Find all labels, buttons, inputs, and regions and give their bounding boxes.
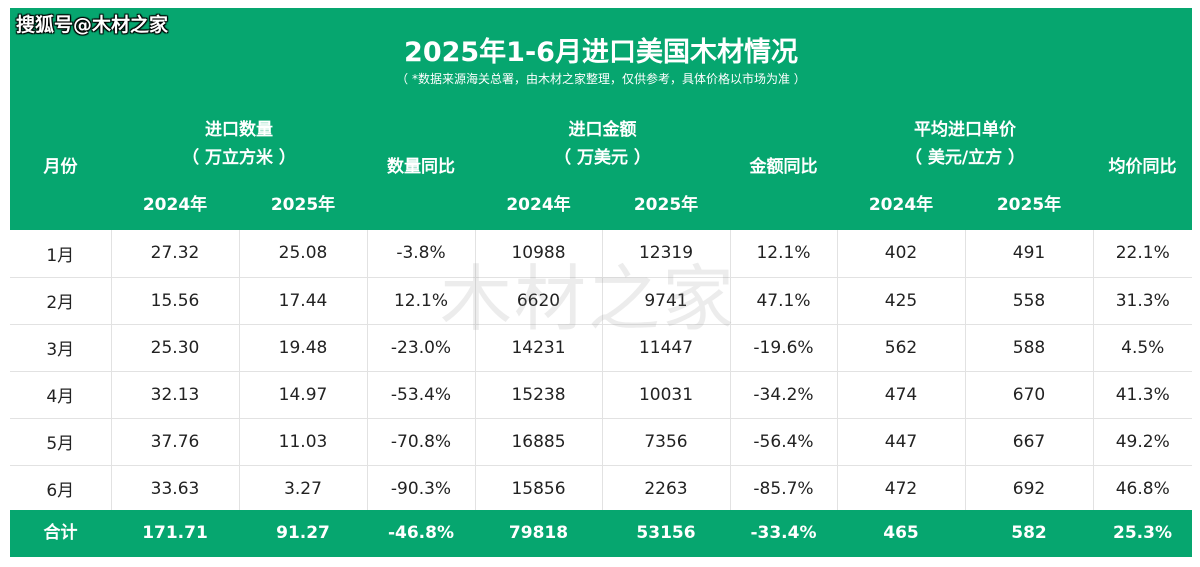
header-qty-2024: 2024年 (142, 195, 208, 215)
cell-amt-2025: 7356 (602, 418, 731, 466)
corner-watermark: 搜狐号@木材之家 (16, 14, 169, 36)
header-amt-group: 进口金额 (568, 120, 637, 140)
cell-price-2024: 402 (837, 230, 966, 278)
cell-price-2025: 491 (965, 230, 1094, 278)
cell-price-2025: 558 (965, 277, 1094, 325)
header-price-2024: 2024年 (868, 195, 934, 215)
cell-month: 4月 (10, 371, 112, 419)
total-qty-yoy: -46.8% (387, 523, 455, 543)
header-amt-2025: 2025年 (633, 195, 699, 215)
data-table: 1月 27.32 25.08 -3.8% 10988 12319 12.1% 4… (10, 230, 1192, 513)
cell-price-yoy: 46.8% (1093, 465, 1192, 513)
cell-amt-2025: 2263 (602, 465, 731, 513)
cell-qty-yoy: -70.8% (367, 418, 476, 466)
total-qty-2025: 91.27 (276, 523, 330, 543)
cell-price-yoy: 4.5% (1093, 324, 1192, 372)
cell-price-yoy: 31.3% (1093, 277, 1192, 325)
cell-price-yoy: 41.3% (1093, 371, 1192, 419)
cell-month: 5月 (10, 418, 112, 466)
cell-qty-2024: 25.30 (111, 324, 240, 372)
cell-amt-2025: 10031 (602, 371, 731, 419)
cell-price-2025: 667 (965, 418, 1094, 466)
table-row: 3月 25.30 19.48 -23.0% 14231 11447 -19.6%… (10, 324, 1192, 372)
cell-amt-2024: 14231 (475, 324, 603, 372)
cell-price-2025: 670 (965, 371, 1094, 419)
cell-month: 3月 (10, 324, 112, 372)
cell-qty-2025: 14.97 (239, 371, 368, 419)
page-subtitle: （ *数据来源海关总署，由木材之家整理，仅供参考，具体价格以市场为准 ） (396, 72, 806, 86)
header-amt-2024: 2024年 (506, 195, 571, 215)
cell-qty-yoy: -53.4% (367, 371, 476, 419)
total-row: 合计 171.71 91.27 -46.8% 79818 53156 -33.4… (10, 510, 1192, 557)
table-row: 6月 33.63 3.27 -90.3% 15856 2263 -85.7% 4… (10, 465, 1192, 513)
cell-qty-yoy: 12.1% (367, 277, 476, 325)
cell-price-2025: 692 (965, 465, 1094, 513)
cell-price-2024: 474 (837, 371, 966, 419)
cell-amt-yoy: -85.7% (730, 465, 838, 513)
total-price-2025: 582 (1011, 523, 1047, 543)
cell-price-yoy: 49.2% (1093, 418, 1192, 466)
cell-amt-yoy: 47.1% (730, 277, 838, 325)
cell-amt-2025: 11447 (602, 324, 731, 372)
total-amt-2024: 79818 (508, 523, 569, 543)
cell-qty-yoy: -23.0% (367, 324, 476, 372)
total-amt-yoy: -33.4% (750, 523, 817, 543)
cell-qty-2025: 3.27 (239, 465, 368, 513)
cell-month: 2月 (10, 277, 112, 325)
cell-price-yoy: 22.1% (1093, 230, 1192, 278)
cell-month: 1月 (10, 230, 112, 278)
cell-qty-yoy: -3.8% (367, 230, 476, 278)
cell-month: 6月 (10, 465, 112, 513)
cell-qty-2025: 11.03 (239, 418, 368, 466)
cell-amt-yoy: -56.4% (730, 418, 838, 466)
cell-amt-2024: 15856 (475, 465, 603, 513)
cell-amt-yoy: -19.6% (730, 324, 838, 372)
cell-amt-yoy: -34.2% (730, 371, 838, 419)
cell-qty-2024: 33.63 (111, 465, 240, 513)
cell-amt-2025: 12319 (602, 230, 731, 278)
cell-amt-2024: 16885 (475, 418, 603, 466)
cell-amt-2024: 15238 (475, 371, 603, 419)
header-qty-unit: （ 万立方米 ） (182, 148, 296, 168)
cell-price-2024: 425 (837, 277, 966, 325)
header-qty-2025: 2025年 (270, 195, 336, 215)
table-row: 1月 27.32 25.08 -3.8% 10988 12319 12.1% 4… (10, 230, 1192, 278)
table-row: 5月 37.76 11.03 -70.8% 16885 7356 -56.4% … (10, 418, 1192, 466)
cell-amt-2025: 9741 (602, 277, 731, 325)
total-amt-2025: 53156 (636, 523, 696, 543)
cell-amt-yoy: 12.1% (730, 230, 838, 278)
cell-qty-2024: 27.32 (111, 230, 240, 278)
cell-price-2024: 472 (837, 465, 966, 513)
cell-qty-yoy: -90.3% (367, 465, 476, 513)
cell-qty-2024: 32.13 (111, 371, 240, 419)
cell-qty-2025: 17.44 (239, 277, 368, 325)
header-price-yoy: 均价同比 (1108, 157, 1177, 177)
cell-amt-2024: 6620 (475, 277, 603, 325)
header-price-2025: 2025年 (996, 195, 1062, 215)
cell-price-2024: 562 (837, 324, 966, 372)
total-price-yoy: 25.3% (1113, 523, 1172, 543)
page-title: 2025年1-6月进口美国木材情况 (404, 37, 798, 68)
cell-price-2024: 447 (837, 418, 966, 466)
header-qty-yoy: 数量同比 (387, 157, 455, 177)
header-price-unit: （ 美元/立方 ） (904, 148, 1026, 168)
header-amt-unit: （ 万美元 ） (554, 148, 651, 168)
cell-qty-2025: 25.08 (239, 230, 368, 278)
header-month: 月份 (43, 157, 78, 177)
total-label: 合计 (43, 523, 78, 543)
header-qty-group: 进口数量 (205, 120, 273, 140)
cell-amt-2024: 10988 (475, 230, 603, 278)
table-row: 4月 32.13 14.97 -53.4% 15238 10031 -34.2%… (10, 371, 1192, 419)
header-price-group: 平均进口单价 (914, 120, 1016, 140)
cell-qty-2024: 37.76 (111, 418, 240, 466)
total-price-2024: 465 (883, 523, 919, 543)
table-row: 2月 15.56 17.44 12.1% 6620 9741 47.1% 425… (10, 277, 1192, 325)
cell-qty-2024: 15.56 (111, 277, 240, 325)
table-header: 2025年1-6月进口美国木材情况 （ *数据来源海关总署，由木材之家整理，仅供… (10, 8, 1192, 230)
header-amt-yoy: 金额同比 (749, 157, 818, 177)
cell-qty-2025: 19.48 (239, 324, 368, 372)
cell-price-2025: 588 (965, 324, 1094, 372)
total-qty-2024: 171.71 (142, 523, 208, 543)
